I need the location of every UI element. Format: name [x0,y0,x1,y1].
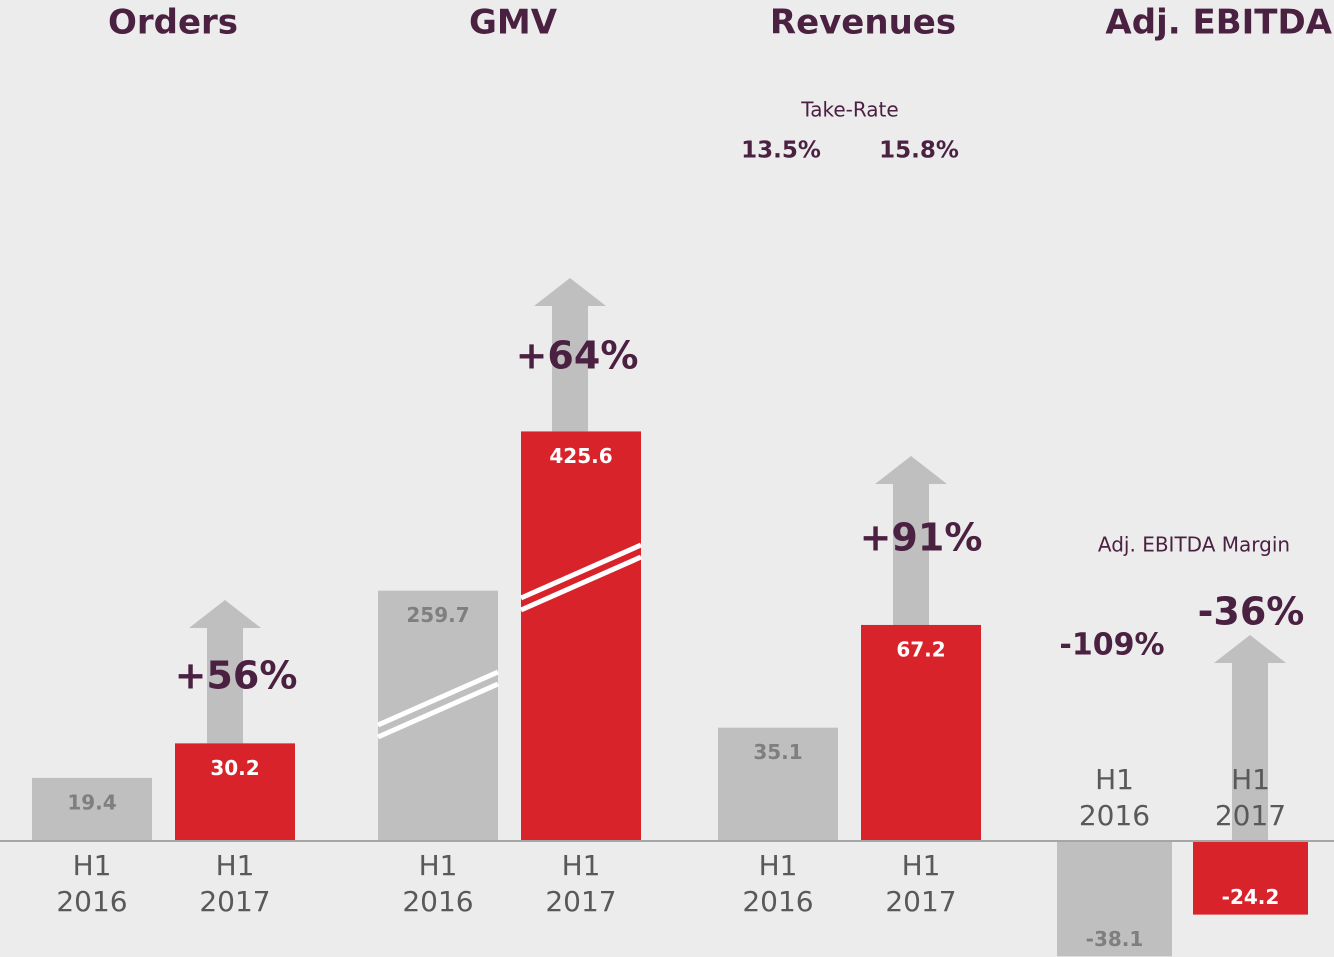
value-label: -24.2 [1222,885,1280,909]
axis-break [519,542,643,601]
category-label: H1 2017 [199,849,271,918]
panel-title: Adj. EBITDA [1105,3,1332,43]
bar [32,777,152,840]
value-label: -38.1 [1086,927,1144,951]
category-label: H1 2016 [742,849,814,918]
margin-value: -36% [1198,590,1305,634]
growth-label: +56% [175,654,298,698]
panel-title: Revenues [770,3,956,43]
axis-break [376,681,500,740]
bar [1057,842,1172,957]
growth-label: +64% [516,334,639,378]
value-label: 425.6 [549,444,612,468]
growth-label: +91% [860,516,983,560]
growth-arrow [1214,635,1286,840]
take-rate-value: 13.5% [741,138,821,164]
category-label: H1 2016 [402,849,474,918]
category-label: H1 2016 [56,849,128,918]
value-label: 35.1 [753,740,802,764]
bar [175,743,295,840]
value-label: 259.7 [406,603,469,627]
value-label: 30.2 [210,756,259,780]
panel-title: Orders [108,3,238,43]
take-rate-label: Take-Rate [800,98,898,122]
growth-arrow [875,456,947,625]
bar [718,727,838,840]
margin-label: Adj. EBITDA Margin [1098,533,1290,557]
category-label: H1 2017 [1214,763,1287,832]
bar [1193,842,1308,915]
category-label: H1 2017 [885,849,957,918]
axis-break [376,669,500,728]
category-label: H1 2016 [1078,763,1151,832]
axis-break [519,554,643,613]
value-label: 67.2 [896,637,945,661]
growth-arrow [189,600,261,744]
value-label: 19.4 [67,790,116,814]
growth-arrow [534,278,606,432]
take-rate-value: 15.8% [879,138,959,164]
panel-title: GMV [469,3,558,43]
margin-value: -109% [1059,628,1164,663]
category-label: H1 2017 [545,849,617,918]
bar [861,624,981,840]
bar [521,431,641,840]
